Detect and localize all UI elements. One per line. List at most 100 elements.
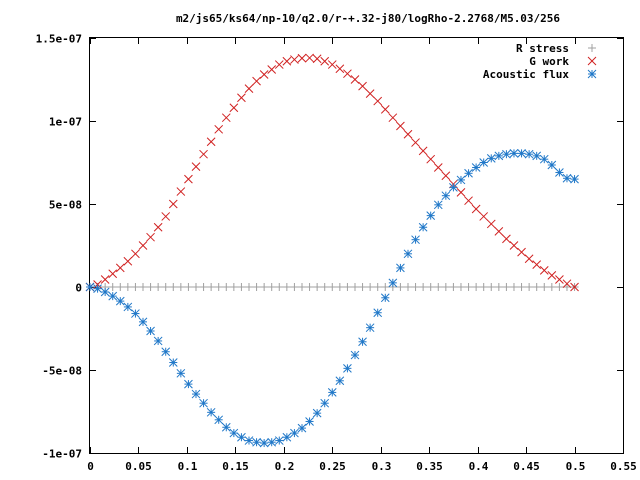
data-point xyxy=(131,249,140,259)
data-point xyxy=(93,280,102,289)
data-point xyxy=(426,283,435,291)
data-point xyxy=(108,291,118,301)
data-point xyxy=(434,283,443,291)
data-point xyxy=(312,54,322,64)
data-point xyxy=(547,283,556,291)
data-point xyxy=(335,376,345,386)
data-point xyxy=(358,337,367,347)
data-point xyxy=(229,103,239,113)
legend-label: G work xyxy=(529,55,569,68)
data-point xyxy=(433,200,443,210)
data-point xyxy=(168,358,178,367)
data-point xyxy=(116,283,125,291)
data-point xyxy=(153,336,163,346)
data-point xyxy=(161,212,171,221)
data-point xyxy=(153,222,163,232)
data-point xyxy=(396,283,405,291)
data-point xyxy=(244,84,254,93)
data-point xyxy=(509,149,519,158)
data-point xyxy=(108,269,118,279)
data-point xyxy=(222,283,231,291)
plot-frame xyxy=(89,37,624,454)
legend-marker xyxy=(587,69,597,79)
data-point xyxy=(123,302,133,312)
data-point xyxy=(184,283,193,291)
data-point xyxy=(312,408,322,418)
data-point xyxy=(290,283,299,291)
data-point xyxy=(486,153,496,163)
data-point xyxy=(419,283,428,291)
data-point xyxy=(146,283,155,291)
y-tick-label: -5e-08 xyxy=(42,365,82,378)
data-point xyxy=(441,191,451,201)
data-point xyxy=(494,283,503,291)
data-point xyxy=(199,149,208,159)
data-point xyxy=(290,428,299,438)
data-point xyxy=(532,151,542,161)
legend-label: R stress xyxy=(516,42,569,55)
data-point xyxy=(123,256,133,266)
x-tick-label: 0.5 xyxy=(566,460,586,473)
data-point xyxy=(260,283,269,291)
x-tick-label: 0.1 xyxy=(178,460,198,473)
data-point xyxy=(313,283,322,291)
data-point xyxy=(305,417,314,426)
series-g-work xyxy=(85,53,579,292)
data-point xyxy=(343,363,352,373)
data-point xyxy=(191,389,201,399)
data-point xyxy=(115,296,125,306)
data-point xyxy=(411,283,420,291)
data-point xyxy=(335,64,345,74)
data-point xyxy=(517,283,526,291)
data-point xyxy=(380,293,390,303)
x-tick-label: 0 xyxy=(87,460,94,473)
data-point xyxy=(418,146,428,156)
data-point xyxy=(358,81,367,91)
x-tick-label: 0.15 xyxy=(222,460,249,473)
data-point xyxy=(214,124,224,134)
data-point xyxy=(237,93,246,103)
data-point xyxy=(282,56,292,66)
data-point xyxy=(441,283,450,291)
x-tick-label: 0.35 xyxy=(416,460,443,473)
data-point xyxy=(472,283,481,291)
data-point xyxy=(274,60,284,69)
data-point xyxy=(191,162,201,172)
data-point xyxy=(532,283,541,291)
data-point xyxy=(487,283,496,291)
data-marks xyxy=(85,53,579,448)
data-point xyxy=(464,196,473,206)
data-point xyxy=(494,227,504,236)
data-point xyxy=(176,283,185,291)
data-point xyxy=(411,235,420,245)
data-point xyxy=(418,222,428,232)
data-point xyxy=(161,347,171,357)
data-point xyxy=(396,121,405,131)
data-point xyxy=(146,326,155,336)
data-point xyxy=(358,283,367,291)
data-point xyxy=(267,437,277,447)
series-acoustic-flux xyxy=(85,149,579,448)
data-point xyxy=(252,283,261,291)
data-point xyxy=(297,53,307,63)
data-point xyxy=(168,199,178,209)
data-point xyxy=(221,113,231,123)
data-point xyxy=(297,423,307,433)
x-tick-label: 0.2 xyxy=(275,460,295,473)
data-point xyxy=(426,154,436,164)
data-point xyxy=(547,271,557,280)
data-point xyxy=(517,149,526,158)
data-point xyxy=(93,284,102,294)
data-point xyxy=(539,266,549,275)
series-r-stress xyxy=(86,283,579,291)
data-point xyxy=(191,283,200,291)
data-point xyxy=(456,283,465,291)
data-point xyxy=(328,283,337,291)
data-point xyxy=(237,283,246,291)
data-point xyxy=(100,287,110,297)
data-point xyxy=(100,275,110,284)
data-point xyxy=(206,407,216,417)
data-point xyxy=(350,75,360,84)
data-point xyxy=(214,415,224,425)
